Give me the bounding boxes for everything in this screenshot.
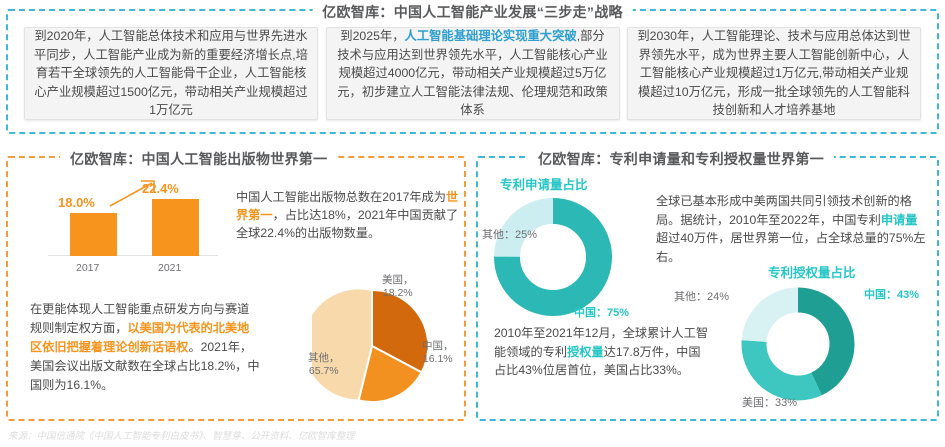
step-2025-highlight: 人工智能基础理论实现重大突破 xyxy=(404,29,577,44)
step-box-row: 到2020年，人工智能总体技术和应用与世界先进水平同步，人工智能产业成为新的重要… xyxy=(24,27,921,120)
left-bottom-highlight: 以美国为代表的北美地区依旧把握着理论创新话语权 xyxy=(30,321,250,354)
pie-slice-other xyxy=(312,287,373,402)
right-top-post: 超过40万件，居世界第一位，占全球总量的75%左右。 xyxy=(656,231,926,264)
bar-category-2021: 2021 xyxy=(158,262,182,274)
patents-top-paragraph: 全球已基本形成中美两国共同引领技术创新的格局。据统计，2010年至2022年，中… xyxy=(656,192,928,266)
step-box-2025: 到2025年，人工智能基础理论实现重大突破,部分技术与应用达到世界领先水平，人工… xyxy=(325,27,620,120)
bar-chart-axis xyxy=(48,255,218,256)
donut2-segment-us xyxy=(741,287,855,401)
donut2-label-other: 其他：24% xyxy=(674,291,730,303)
bar-category-2017: 2017 xyxy=(76,262,100,274)
trend-arrow-icon xyxy=(109,180,155,207)
left-top-highlight: 世界第一 xyxy=(236,190,459,222)
step-text-2020: 到2020年，人工智能总体技术和应用与世界先进水平同步，人工智能产业成为新的重要… xyxy=(34,27,308,120)
donut1-svg xyxy=(494,198,612,316)
right-bottom-pre: 2010年至2021年12月，全球累计人工智能领域的专利 xyxy=(494,326,709,359)
pie-label-other: 其他， 65.7% xyxy=(308,352,340,377)
patent-grant-donut-chart: 其他：24% 中国：43% 美国：33% xyxy=(674,282,919,409)
country-share-pie-chart: 美国， 18.2% 中国， 16.1% 其他， 65.7% xyxy=(304,274,464,408)
donut2-label-cn: 中国：43% xyxy=(864,289,920,301)
step-text-2030: 到2030年，人工智能理论、技术与应用总体达到世界领先水平，成为世界主要人工智能… xyxy=(637,27,911,120)
step-2025-pre: 到2025年， xyxy=(340,29,405,44)
publications-top-paragraph: 中国人工智能出版物总数在2017年成为世界第一，占比达18%，2021年中国贡献… xyxy=(236,188,464,242)
right-panel-title: 亿欧智库：专利申请量和专利授权量世界第一 xyxy=(528,149,834,169)
three-step-strategy-panel: 亿欧智库：中国人工智能产业发展“三步走”战略 到2020年，人工智能总体技术和应… xyxy=(6,2,939,134)
bar-2021 xyxy=(152,199,199,256)
patents-bottom-paragraph: 2010年至2021年12月，全球累计人工智能领域的专利授权量达17.8万件，中… xyxy=(494,324,712,380)
pie-label-us: 美国， 18.2% xyxy=(382,274,414,299)
pie-label-us-value: 18.2% xyxy=(382,287,413,299)
pie-svg xyxy=(312,287,430,404)
right-bottom-post: 达17.8万件，中国占比43%位居首位，美国占比33%。 xyxy=(494,344,701,378)
step-2025-post: ,部分技术与应用达到世界领先水平，人工智能核心产业规模超过4000亿元，带动相关… xyxy=(337,29,608,118)
step-box-2030: 到2030年，人工智能理论、技术与应用总体达到世界领先水平，成为世界主要人工智能… xyxy=(627,27,921,120)
step-2030-pre: 到2030年，人工智能理论、技术与应用总体达到世界领先水平，成为世界主要人工智能… xyxy=(637,29,911,118)
donut1-label-other: 其他：25% xyxy=(482,229,538,241)
pie-label-cn-name: 中国 xyxy=(422,340,443,352)
right-top-pre: 全球已基本形成中美两国共同引领技术创新的格局。据统计，2010年至2022年，中… xyxy=(656,194,912,227)
donut2-title: 专利授权量占比 xyxy=(768,266,856,280)
pie-label-us-name: 美国 xyxy=(382,274,403,286)
donut2-segment-other xyxy=(741,287,855,401)
pie-label-other-name: 其他 xyxy=(308,352,329,364)
step-box-2020: 到2020年，人工智能总体技术和应用与世界先进水平同步，人工智能产业成为新的重要… xyxy=(24,27,318,120)
patents-panel: 亿欧智库：专利申请量和专利授权量世界第一 专利申请量占比 专利授权量占比 其他：… xyxy=(476,149,939,421)
donut2-svg xyxy=(741,287,855,401)
left-top-post: ，占比达18%，2021年中国贡献了全球22.4%的出版物数量。 xyxy=(236,208,459,240)
bar-2017 xyxy=(70,213,117,256)
donut1-label-cn: 中国：75% xyxy=(574,307,630,319)
left-bottom-post: 。2021年，美国会议出版文献数在全球占比18.2%，中国则为16.1%。 xyxy=(30,340,260,392)
publications-panel: 亿欧智库：中国人工智能出版物世界第一 18.0% 22.4% 2017 2021… xyxy=(6,149,466,421)
source-footnote: 来源：中国信通院《中国人工智能专利白皮书》、智慧芽、公开资料、亿欧智库整理 xyxy=(8,431,355,442)
left-panel-title: 亿欧智库：中国人工智能出版物世界第一 xyxy=(60,149,338,169)
right-bottom-highlight: 授权量 xyxy=(567,344,604,359)
bar-value-2021: 22.4% xyxy=(142,181,179,196)
publication-share-bar-chart: 18.0% 22.4% 2017 2021 xyxy=(30,174,220,280)
left-bottom-pre: 在更能体现人工智能重点研发方向与赛道规则制定权方面， xyxy=(30,302,250,335)
pie-label-other-value: 65.7% xyxy=(308,365,339,377)
left-top-pre: 中国人工智能出版物总数在2017年成为 xyxy=(236,190,446,204)
right-top-highlight: 申请量 xyxy=(880,212,918,227)
pie-slice-us xyxy=(371,288,430,374)
pie-slice-cn xyxy=(357,344,423,404)
step-2020-pre: 到2020年，人工智能总体技术和应用与世界先进水平同步，人工智能产业成为新的重要… xyxy=(34,29,308,118)
donut1-segment-other xyxy=(494,198,612,316)
bar-value-2017: 18.0% xyxy=(58,195,95,210)
pie-label-cn-value: 16.1% xyxy=(422,353,453,365)
pie-label-cn: 中国， 16.1% xyxy=(422,340,454,365)
top-panel-title: 亿欧智库：中国人工智能产业发展“三步走”战略 xyxy=(312,2,633,22)
donut2-label-us: 美国：33% xyxy=(742,397,798,409)
publications-bottom-paragraph: 在更能体现人工智能重点研发方向与赛道规则制定权方面，以美国为代表的北美地区依旧把… xyxy=(30,300,260,395)
donut1-title: 专利申请量占比 xyxy=(500,178,588,192)
patent-application-donut-chart: 其他：25% 中国：75% xyxy=(482,192,629,322)
step-text-2025: 到2025年，人工智能基础理论实现重大突破,部分技术与应用达到世界领先水平，人工… xyxy=(336,27,610,120)
